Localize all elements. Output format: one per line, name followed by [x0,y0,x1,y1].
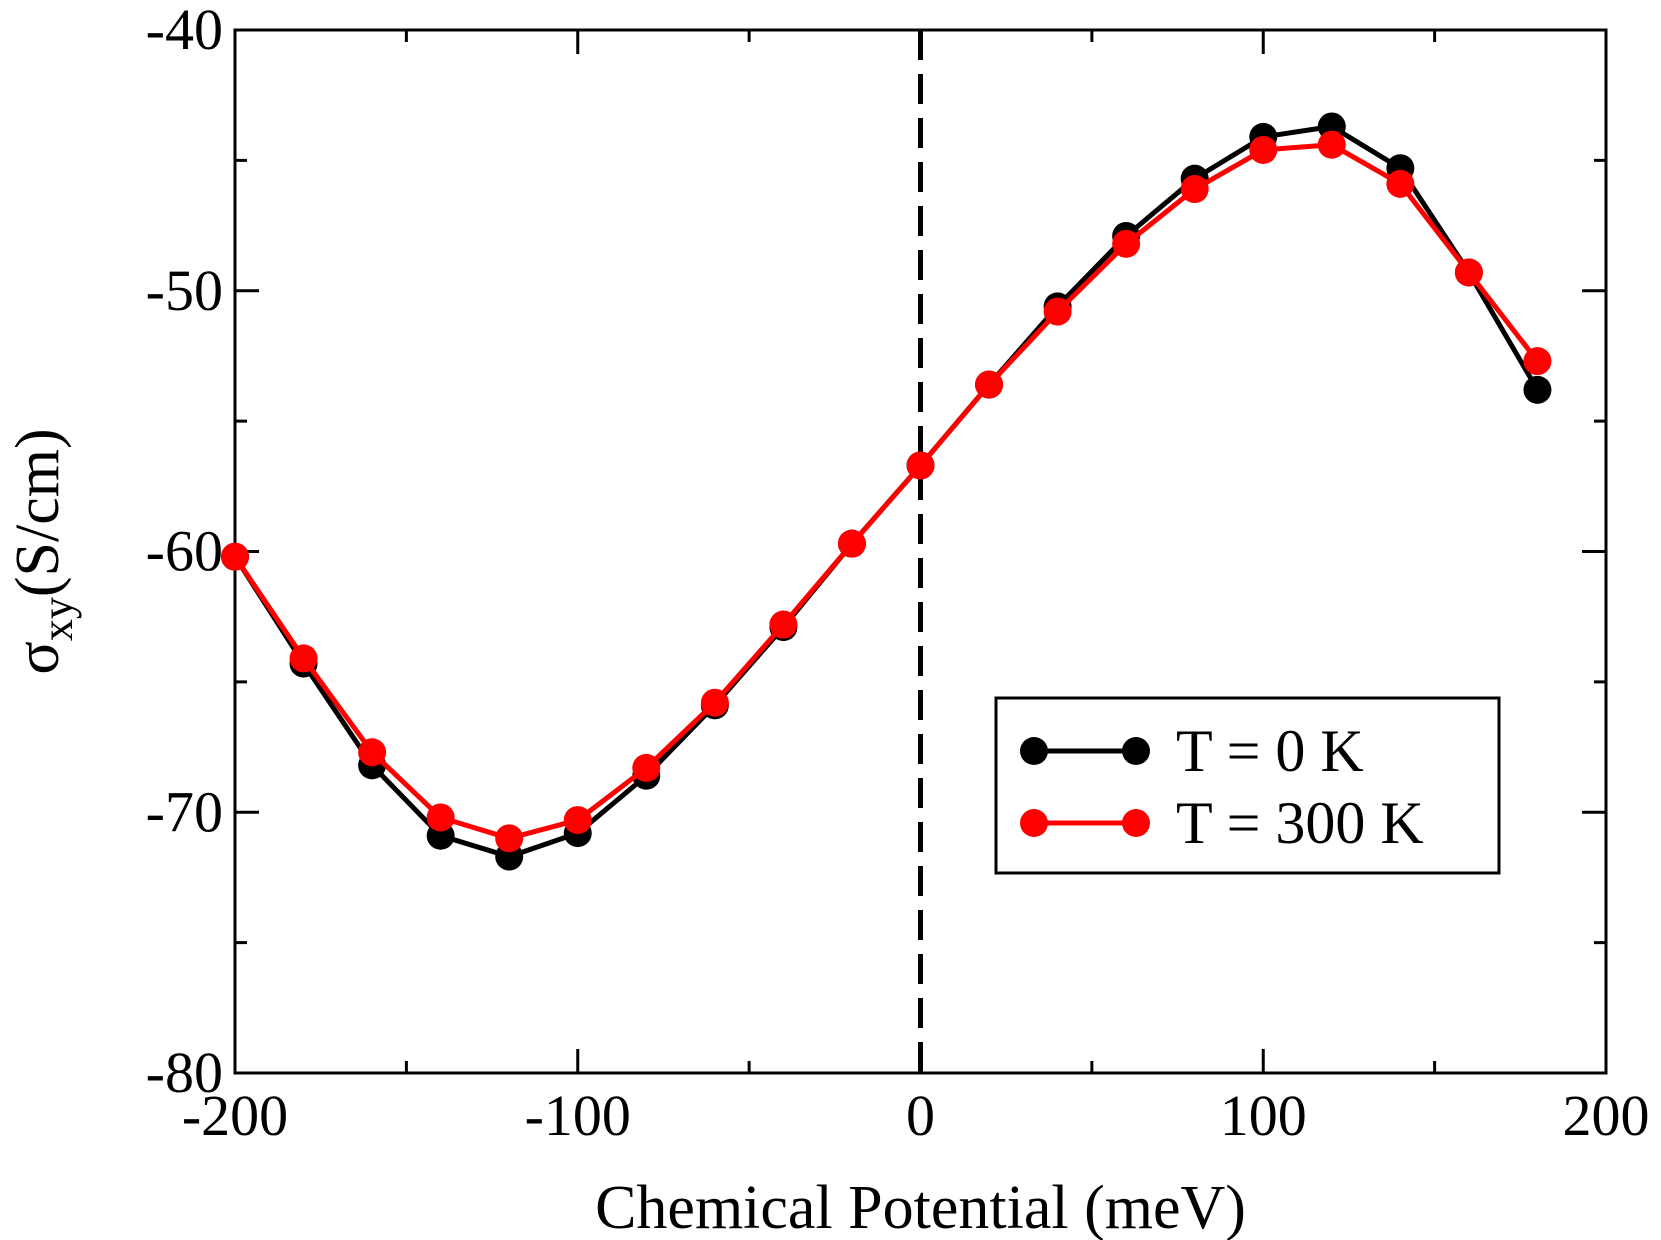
x-tick-label: 100 [1220,1083,1307,1148]
data-point [1249,135,1278,164]
legend-entry: T = 300 K [1020,790,1424,856]
data-point [769,610,798,639]
y-axis: -80 -70 -60 -50 -40 [146,0,1606,1105]
legend-entry: T = 0 K [1020,718,1364,784]
y-axis-subscript: xy [33,597,82,641]
data-point [700,688,729,717]
data-point [1043,297,1072,326]
legend-label: T = 0 K [1176,718,1364,784]
data-point [495,824,524,853]
y-tick-label: -40 [146,0,223,62]
x-tick-label: -200 [182,1083,288,1148]
data-point [1180,175,1209,204]
data-point [1317,130,1346,159]
data-point [289,644,318,673]
data-point [906,451,935,480]
y-tick-label: -60 [146,519,223,584]
series-group [221,112,1552,871]
data-point [632,753,661,782]
data-point [837,529,866,558]
data-point [1523,375,1552,404]
x-axis: -200 -100 0 100 200 [182,30,1650,1148]
legend-box [994,696,1501,875]
data-point [1386,169,1415,198]
y-tick-label: -70 [146,779,223,844]
y-axis-label: σxy(S/cm) [4,428,82,674]
data-point [1523,347,1552,376]
series-t300 [221,130,1552,853]
y-axis-unit: (S/cm) [4,428,72,597]
data-point [358,738,387,767]
y-tick-label: -50 [146,258,223,323]
y-tick-label: -80 [146,1040,223,1105]
x-axis-label: Chemical Potential (meV) [595,1174,1246,1240]
y-axis-symbol: σ [4,641,72,674]
legend-marker [1122,737,1150,765]
legend-label: T = 300 K [1176,790,1424,856]
data-point [563,806,592,835]
data-point [1454,258,1483,287]
x-tick-label: -100 [525,1083,631,1148]
legend-marker [1020,809,1048,837]
legend-marker [1020,737,1048,765]
x-tick-label: 200 [1563,1083,1650,1148]
data-point [426,803,455,832]
legend: T = 0 KT = 300 K [994,696,1501,875]
data-point [221,542,249,571]
data-point [975,370,1004,399]
data-point [1112,229,1141,258]
legend-marker [1122,809,1150,837]
x-tick-label: 0 [906,1083,935,1148]
